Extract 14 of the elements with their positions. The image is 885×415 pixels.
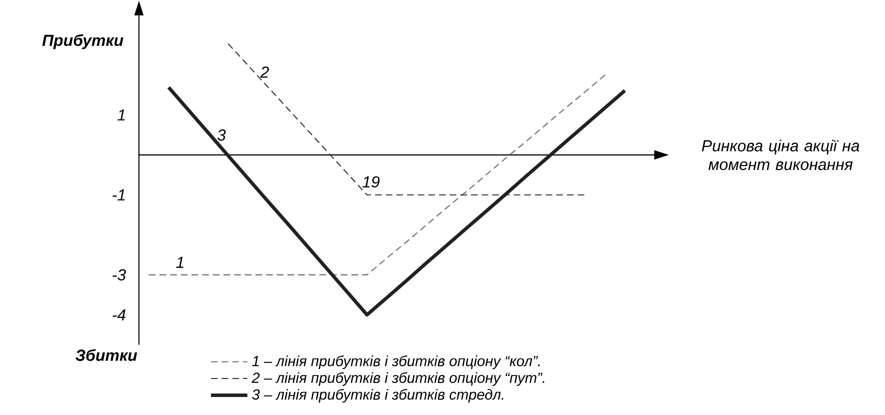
y-tick-label: -4 <box>112 309 126 320</box>
legend-label: 2 – лінія прибутків і збитків опціону “пут”. <box>252 372 544 386</box>
text: Збитки <box>76 349 138 362</box>
annotation: 3 <box>217 129 226 141</box>
y-axis-title: Прибутки <box>42 34 124 50</box>
y-tick-label: -3 <box>112 269 126 281</box>
legend-label: 3 – лінія прибутків і збитків стредл. <box>252 388 504 403</box>
annotation: 19 <box>362 176 380 188</box>
legend-label: 1 – лінія прибутків і збитків опціону “кол”. <box>252 355 540 370</box>
annotation: 1 <box>176 256 184 268</box>
y-tick-label: 1 <box>118 110 125 121</box>
y-tick-label: -1 <box>112 190 125 200</box>
x-axis-title: Ринкова ціна акції на момент виконання <box>702 140 860 170</box>
annotation: 2 <box>260 66 269 78</box>
